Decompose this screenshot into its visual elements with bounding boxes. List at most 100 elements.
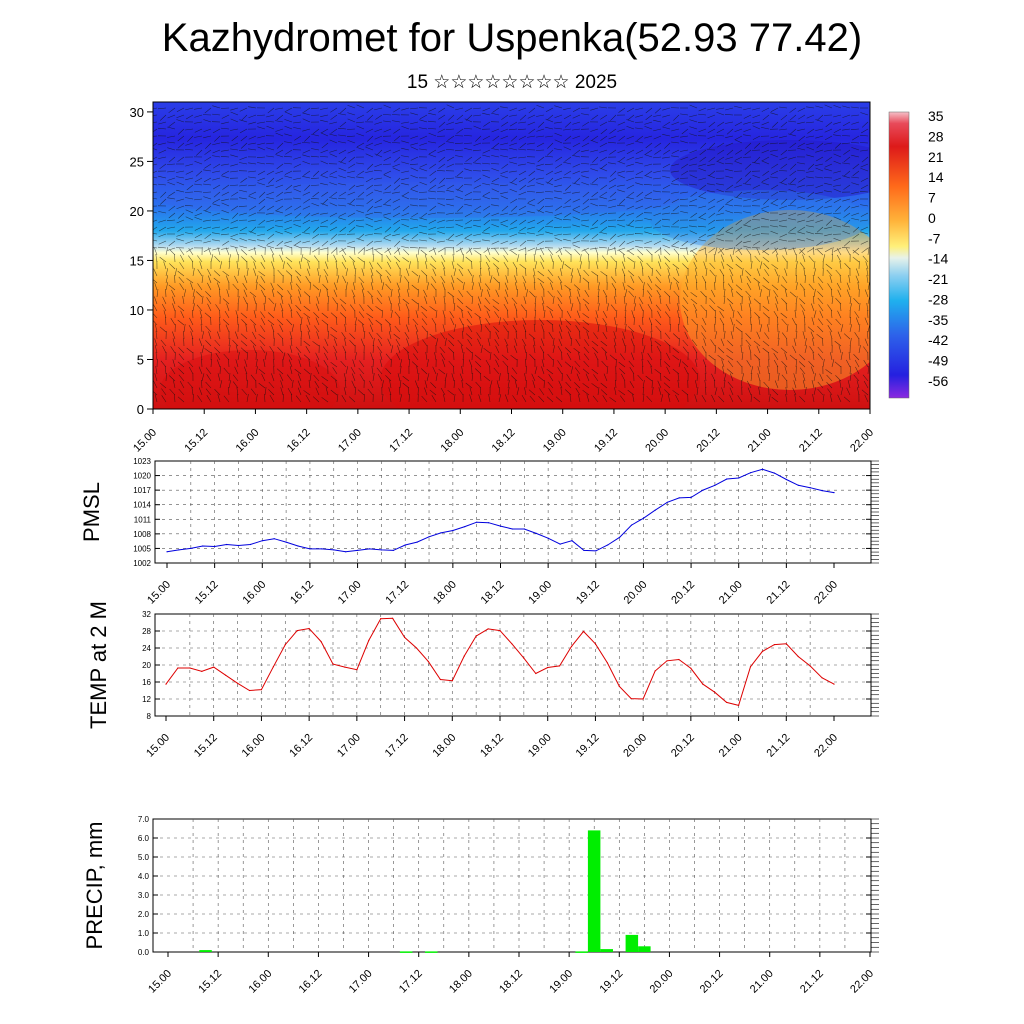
wind-barb	[267, 233, 275, 240]
wind-barb	[465, 156, 473, 162]
wind-barb	[613, 331, 617, 340]
wind-barb	[427, 120, 437, 123]
wind-barb	[689, 126, 698, 130]
wind-barb	[689, 247, 698, 253]
series-point	[166, 551, 168, 553]
wind-barb	[466, 318, 473, 326]
wind-barb	[602, 332, 608, 340]
wind-barb	[397, 373, 401, 382]
wind-barb	[737, 248, 743, 256]
wind-barb	[394, 256, 401, 263]
wind-barb	[188, 255, 194, 263]
wind-barb	[338, 183, 347, 186]
wind-barb	[282, 352, 286, 361]
wind-barb	[212, 155, 221, 158]
wind-barb	[522, 317, 527, 326]
wind-barb	[529, 395, 536, 403]
wind-barb	[851, 121, 860, 125]
wind-barb	[615, 288, 617, 298]
wind-barb	[186, 278, 194, 284]
wind-barb	[285, 270, 293, 277]
wind-barb	[850, 128, 860, 130]
wind-barb	[445, 128, 455, 130]
wind-barb	[248, 106, 257, 109]
wind-barb	[469, 387, 473, 396]
wind-barb	[846, 387, 851, 396]
wind-barb	[671, 198, 680, 203]
wind-barb	[366, 184, 374, 190]
wind-barb	[618, 390, 626, 396]
wind-barb	[799, 298, 806, 305]
x-tick-label: 17.12	[397, 968, 425, 996]
wind-barb	[707, 114, 716, 119]
series-point	[714, 691, 716, 693]
colorbar-label: -35	[928, 312, 948, 328]
wind-barb	[362, 324, 365, 333]
wind-barb	[550, 282, 554, 291]
wind-barb	[473, 125, 482, 130]
wind-barb	[543, 379, 545, 389]
wind-barb	[654, 284, 662, 291]
wind-barb	[592, 395, 599, 403]
wind-barb	[675, 394, 680, 403]
series-point	[225, 674, 227, 676]
wind-barb	[492, 305, 500, 312]
wind-barb	[312, 396, 320, 403]
wind-barb	[310, 155, 320, 158]
colorbar-label: 7	[928, 190, 936, 206]
wind-barb	[500, 240, 509, 245]
series-point	[523, 528, 525, 530]
wind-barb	[647, 353, 653, 361]
wind-barb	[365, 146, 374, 151]
wind-barb	[524, 387, 527, 396]
wind-barb	[216, 282, 221, 291]
wind-barb	[456, 263, 464, 270]
wind-barb	[226, 289, 230, 298]
wind-barb	[601, 347, 608, 354]
wind-barb	[770, 170, 779, 175]
wind-barb	[756, 331, 761, 340]
wind-barb	[527, 211, 536, 214]
wind-barb	[493, 263, 500, 270]
wind-barb	[488, 268, 491, 277]
wind-barb	[176, 107, 185, 112]
wind-barb	[730, 373, 734, 382]
wind-barb	[215, 304, 221, 312]
wind-barb	[167, 141, 176, 144]
wind-barb	[201, 358, 203, 368]
wind-barb	[723, 373, 727, 382]
wind-barb	[802, 310, 806, 319]
wind-barb	[398, 317, 401, 326]
wind-barb	[852, 256, 860, 263]
wind-barb	[510, 219, 518, 225]
wind-barb	[817, 381, 824, 389]
wind-barb	[456, 128, 464, 134]
wind-barb	[648, 275, 653, 284]
wind-barb	[781, 298, 788, 305]
wind-barb	[725, 107, 734, 111]
wind-barb	[200, 317, 203, 326]
wind-barb	[554, 233, 563, 236]
wind-barb	[597, 324, 600, 333]
wind-barb	[230, 148, 239, 151]
wind-barb	[451, 373, 455, 382]
wind-barb	[833, 121, 842, 125]
wind-barb	[752, 191, 761, 195]
wind-barb	[474, 250, 482, 256]
wind-barb	[356, 162, 365, 165]
wind-barb	[491, 223, 500, 228]
x-tick-label: 22.00	[848, 968, 876, 996]
wind-barb	[174, 274, 176, 284]
wind-barb	[582, 298, 590, 305]
wind-barb	[258, 219, 266, 226]
wind-barb	[734, 184, 743, 188]
wind-barb	[812, 274, 815, 284]
wind-barb	[438, 368, 446, 375]
wind-barb	[454, 142, 464, 144]
wind-barb	[722, 324, 725, 333]
wind-barb	[347, 170, 356, 174]
wind-barb	[681, 163, 689, 169]
wind-barb	[527, 203, 536, 207]
wind-barb	[627, 270, 635, 277]
wind-barb	[383, 212, 392, 216]
